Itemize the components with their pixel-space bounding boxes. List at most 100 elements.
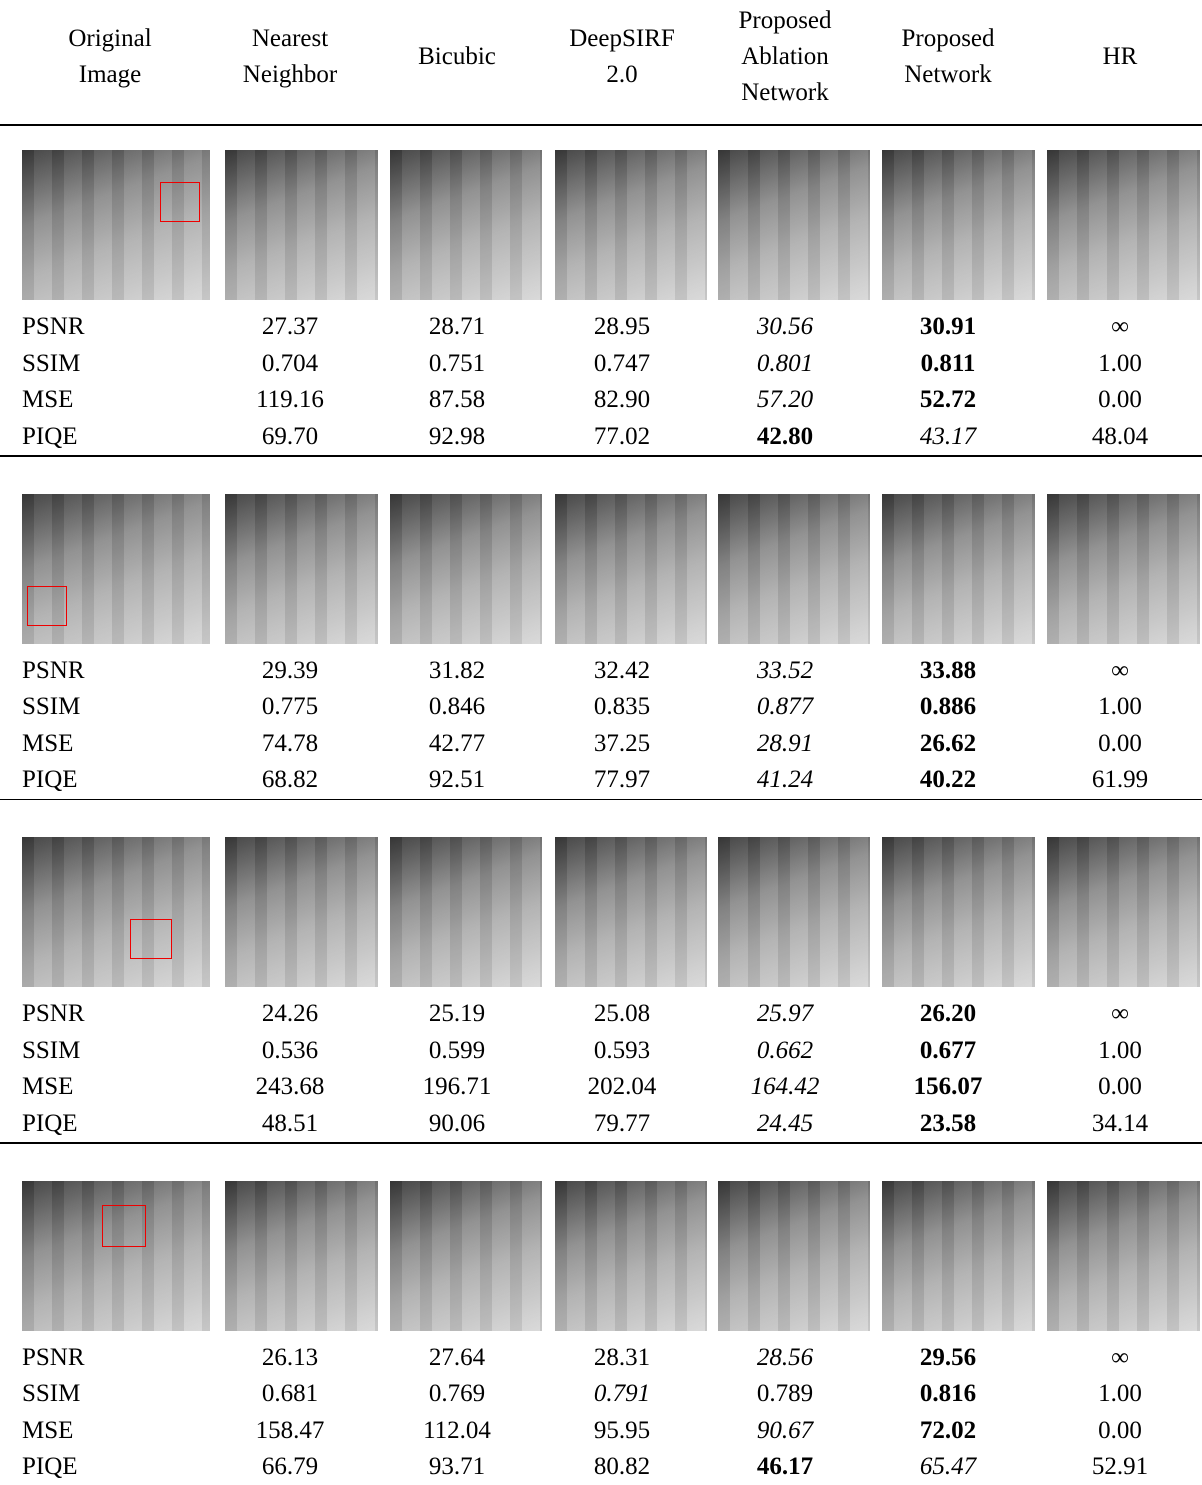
metric-value: 23.58 [920,1106,976,1142]
metric-label: PSNR [22,309,85,345]
crop-image [882,150,1035,300]
metric-value: 66.79 [262,1449,318,1485]
crop-image [882,494,1035,644]
metric-value: 0.00 [1098,726,1142,762]
metric-value: 0.886 [920,689,976,725]
original-image [22,837,210,987]
crop-image [555,150,707,300]
metric-value: 32.42 [594,653,650,689]
metric-value: 37.25 [594,726,650,762]
metric-value: 0.681 [262,1376,318,1412]
metric-label: MSE [22,1413,73,1449]
metric-value: ∞ [1111,1340,1129,1376]
metric-value: 40.22 [920,762,976,798]
crop-image [718,494,870,644]
metric-value: ∞ [1111,996,1129,1032]
original-image [22,1181,210,1331]
metric-value: 87.58 [429,382,485,418]
metric-label: MSE [22,726,73,762]
metric-value: 77.02 [594,419,650,455]
crop-image [1047,150,1200,300]
metric-label: SSIM [22,689,80,725]
metric-value: 82.90 [594,382,650,418]
crop-image [555,837,707,987]
metric-value: 1.00 [1098,346,1142,382]
metric-value: 1.00 [1098,1376,1142,1412]
metric-value: 92.51 [429,762,485,798]
metric-value: 0.801 [757,346,813,382]
metric-value: 164.42 [751,1069,820,1105]
metric-label: PIQE [22,762,78,798]
crop-image [390,150,542,300]
metric-value: 0.846 [429,689,485,725]
zoom-box [160,182,200,222]
column-header: HR [1103,39,1138,75]
metric-label: SSIM [22,1033,80,1069]
metric-value: 25.19 [429,996,485,1032]
metric-value: 92.98 [429,419,485,455]
metric-value: 0.769 [429,1376,485,1412]
metric-value: 26.13 [262,1340,318,1376]
metric-value: 30.91 [920,309,976,345]
crop-image [1047,1181,1200,1331]
metric-value: 29.39 [262,653,318,689]
metric-value: 31.82 [429,653,485,689]
metric-value: ∞ [1111,653,1129,689]
metric-label: PSNR [22,653,85,689]
original-image [22,150,210,300]
metric-value: 158.47 [256,1413,325,1449]
crop-image [225,837,378,987]
metric-value: 24.26 [262,996,318,1032]
metric-value: 0.00 [1098,1069,1142,1105]
crop-image [225,494,378,644]
metric-value: 79.77 [594,1106,650,1142]
crop-image [718,837,870,987]
metric-value: 0.775 [262,689,318,725]
metric-value: 93.71 [429,1449,485,1485]
original-image [22,494,210,644]
crop-image [1047,837,1200,987]
metric-value: 119.16 [256,382,324,418]
metric-value: 90.67 [757,1413,813,1449]
column-header: Bicubic [418,39,496,75]
zoom-box [102,1205,146,1247]
metric-value: 0.704 [262,346,318,382]
metric-label: PSNR [22,996,85,1032]
metric-value: 90.06 [429,1106,485,1142]
metric-value: 0.811 [921,346,976,382]
crop-image [718,150,870,300]
metric-value: 202.04 [588,1069,657,1105]
metric-value: 0.536 [262,1033,318,1069]
crop-image [882,1181,1035,1331]
crop-image [225,1181,378,1331]
crop-image [1047,494,1200,644]
column-header: Proposed Network [901,21,994,93]
metric-value: 0.00 [1098,1413,1142,1449]
metric-label: SSIM [22,1376,80,1412]
metric-value: 72.02 [920,1413,976,1449]
metric-value: 0.835 [594,689,650,725]
crop-image [555,1181,707,1331]
metric-value: 33.88 [920,653,976,689]
crop-image [390,837,542,987]
metric-value: 1.00 [1098,689,1142,725]
metric-value: 0.877 [757,689,813,725]
crop-image [882,837,1035,987]
metric-value: 42.80 [757,419,813,455]
metric-label: PIQE [22,1449,78,1485]
column-header: Proposed Ablation Network [738,3,831,111]
metric-value: 0.662 [757,1033,813,1069]
header-rule [0,124,1202,126]
metric-label: PSNR [22,1340,85,1376]
metric-value: ∞ [1111,309,1129,345]
metric-value: 0.791 [594,1376,650,1412]
metric-value: 243.68 [256,1069,325,1105]
metric-value: 27.37 [262,309,318,345]
metric-value: 28.91 [757,726,813,762]
metric-value: 48.04 [1092,419,1148,455]
metric-label: MSE [22,1069,73,1105]
metric-value: 33.52 [757,653,813,689]
metric-value: 24.45 [757,1106,813,1142]
metric-value: 69.70 [262,419,318,455]
metric-value: 156.07 [914,1069,983,1105]
